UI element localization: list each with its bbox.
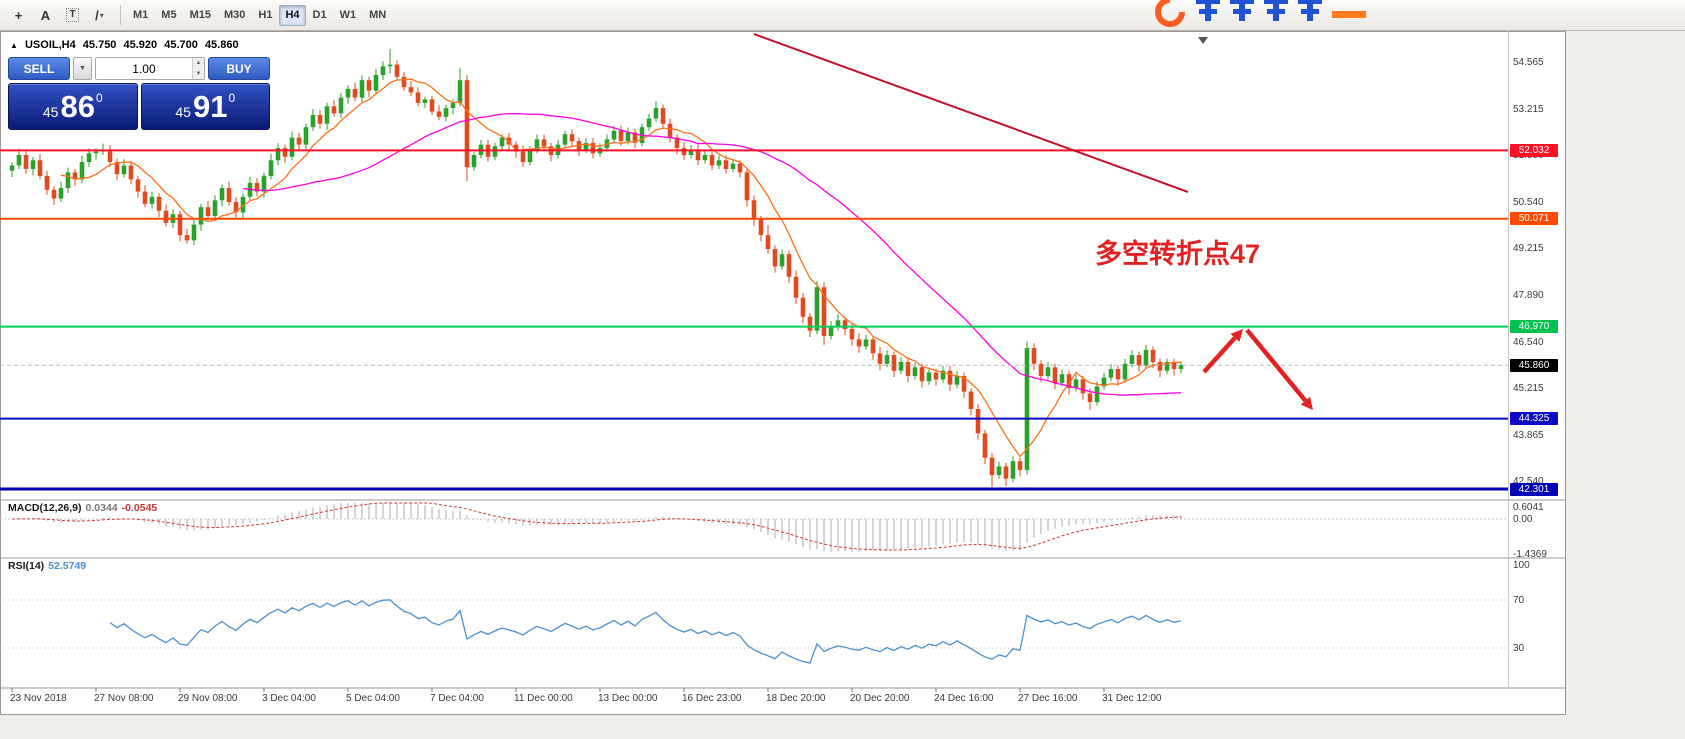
macd-indicator-label: MACD(12,26,9) 0.0344 -0.0545 bbox=[8, 502, 157, 514]
candlestick-chart[interactable]: 多空转折点47 bbox=[0, 31, 1566, 715]
timeframe-button-m5[interactable]: M5 bbox=[155, 5, 182, 26]
crosshair-tool-button[interactable]: + bbox=[6, 4, 31, 26]
symbol-period-label: USOIL,H4 bbox=[24, 39, 76, 51]
label-tool-button[interactable]: T bbox=[60, 4, 85, 26]
volume-decrement-button[interactable]: ▼ bbox=[192, 68, 204, 79]
toolbar-separator bbox=[120, 5, 121, 25]
macd-signal-value: -0.0545 bbox=[121, 502, 158, 514]
chevron-down-icon: ▼ bbox=[79, 65, 86, 72]
timeframe-button-m1[interactable]: M1 bbox=[127, 5, 154, 26]
high-value: 45.920 bbox=[123, 39, 158, 51]
buy-price-sup: 0 bbox=[228, 90, 236, 105]
timeframe-toolbar: M1 M5 M15 M30 H1 H4 D1 W1 MN bbox=[127, 4, 393, 26]
collapse-arrow-icon[interactable]: ▲ bbox=[10, 41, 18, 50]
sell-price-prefix: 45 bbox=[42, 103, 59, 120]
timeframe-button-w1[interactable]: W1 bbox=[334, 5, 363, 26]
site-logo-graphic bbox=[1155, 0, 1366, 27]
one-click-trading-panel: SELL ▼ ▲ ▼ BUY 45 86 0 45 91 0 bbox=[8, 57, 270, 130]
open-value: 45.750 bbox=[82, 39, 117, 51]
text-label-icon: T bbox=[66, 8, 79, 22]
buy-price-digits: 91 bbox=[192, 88, 228, 124]
buy-price-prefix: 45 bbox=[175, 103, 191, 120]
timeframe-button-h4[interactable]: H4 bbox=[279, 4, 306, 26]
trendline-icon: / bbox=[95, 7, 99, 23]
drawing-tools-dropdown[interactable]: / ▾ bbox=[87, 4, 112, 26]
timeframe-button-m30[interactable]: M30 bbox=[218, 5, 251, 26]
rsi-name: RSI(14) bbox=[8, 560, 45, 572]
sell-button[interactable]: SELL bbox=[8, 57, 70, 80]
volume-increment-button[interactable]: ▲ bbox=[192, 58, 204, 69]
sell-price-sup: 0 bbox=[95, 90, 103, 105]
rsi-indicator-label: RSI(14) 52.5749 bbox=[8, 560, 86, 572]
volume-field-wrap: ▲ ▼ bbox=[95, 57, 205, 80]
timeframe-button-h1[interactable]: H1 bbox=[252, 5, 278, 26]
volume-input[interactable] bbox=[96, 58, 192, 79]
timeframe-button-m15[interactable]: M15 bbox=[184, 5, 217, 26]
macd-main-value: 0.0344 bbox=[85, 502, 118, 514]
low-value: 45.700 bbox=[164, 39, 198, 51]
chart-shift-marker bbox=[1198, 37, 1208, 44]
buy-button[interactable]: BUY bbox=[208, 57, 270, 80]
macd-name: MACD(12,26,9) bbox=[8, 502, 82, 514]
sell-price-button[interactable]: 45 86 0 bbox=[8, 83, 138, 130]
crosshair-icon: + bbox=[14, 7, 23, 23]
rsi-value: 52.5749 bbox=[48, 560, 87, 572]
toolbar: + A T / ▾ M1 M5 M15 M30 H1 H4 D1 W1 MN bbox=[0, 0, 1685, 31]
site-logo bbox=[1148, 0, 1388, 30]
text-tool-button[interactable]: A bbox=[33, 4, 58, 26]
sell-price-digits: 86 bbox=[60, 88, 95, 124]
chart-annotation-text: 多空转折点47 bbox=[1095, 238, 1260, 269]
chart-symbol-header: ▲ USOIL,H4 45.750 45.920 45.700 45.860 bbox=[10, 39, 243, 51]
timeframe-button-mn[interactable]: MN bbox=[363, 5, 392, 26]
volume-spinner: ▲ ▼ bbox=[191, 58, 204, 79]
timeframe-button-d1[interactable]: D1 bbox=[307, 5, 333, 26]
text-tool-icon: A bbox=[40, 7, 51, 23]
buy-price-button[interactable]: 45 91 0 bbox=[140, 83, 270, 130]
chevron-down-icon: ▾ bbox=[99, 10, 104, 20]
order-type-dropdown[interactable]: ▼ bbox=[73, 57, 92, 80]
close-value: 45.860 bbox=[204, 39, 239, 51]
